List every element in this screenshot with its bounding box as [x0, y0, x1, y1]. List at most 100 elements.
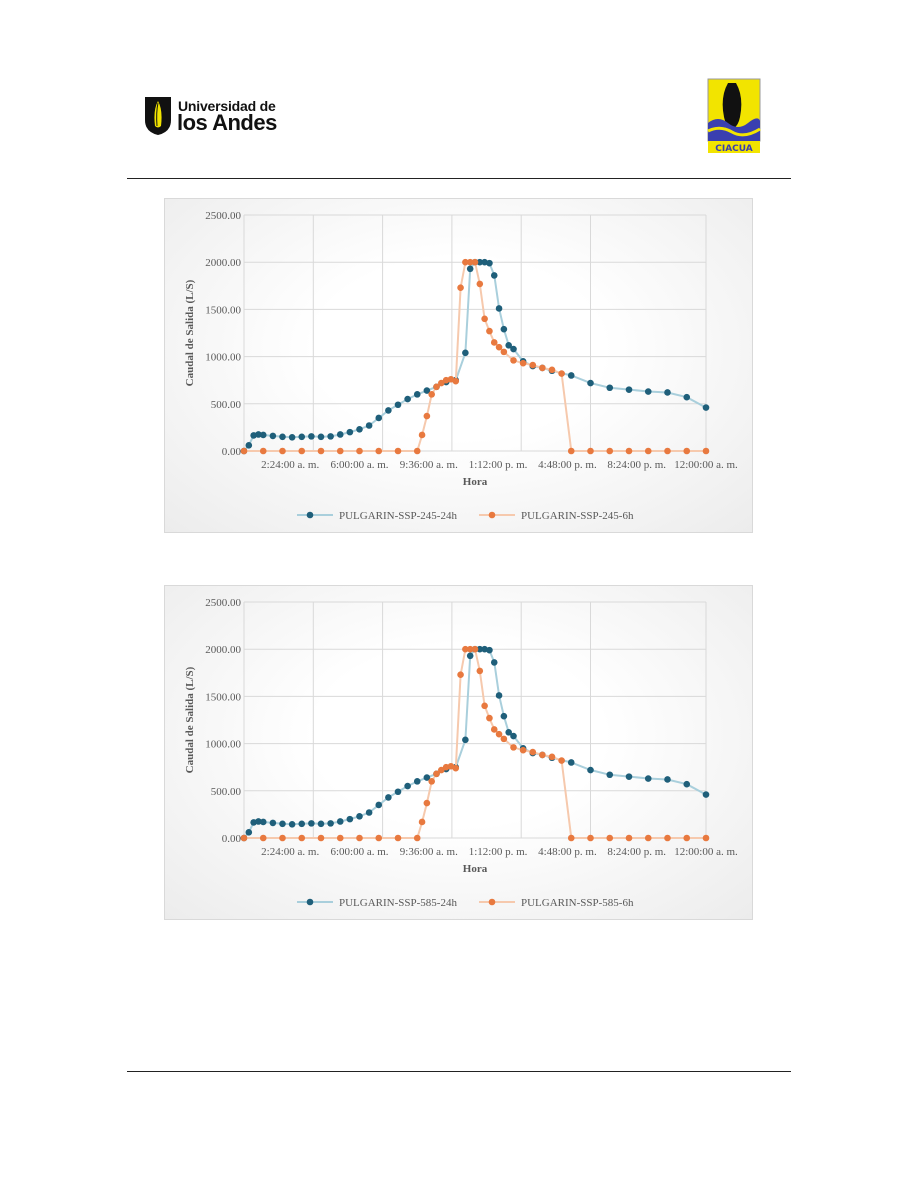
data-point — [438, 766, 445, 774]
data-point — [394, 401, 402, 409]
y-tick-label: 1500.00 — [205, 691, 241, 703]
data-point — [279, 447, 286, 455]
data-point — [462, 645, 469, 653]
chart-1-svg: 0.00 500.00 1000.00 1500.00 2000.00 2500.00 2:… — [184, 210, 738, 522]
data-point — [490, 339, 498, 346]
data-point — [245, 442, 253, 449]
data-point — [702, 791, 710, 798]
data-point — [606, 834, 614, 842]
data-point — [495, 692, 503, 699]
x-tick-label: 8:24:00 p. m. — [607, 459, 666, 471]
ciacua-logo: CIACUA — [706, 77, 762, 155]
data-point — [625, 834, 633, 842]
data-point — [481, 702, 488, 710]
data-point — [625, 447, 633, 455]
data-point — [269, 819, 277, 827]
x-tick-label: 6:00:00 a. m. — [330, 846, 388, 858]
data-point — [490, 272, 498, 279]
y-tick-label: 1000.00 — [205, 739, 241, 751]
data-point — [462, 258, 469, 266]
data-point — [500, 712, 508, 720]
x-tick-label: 2:24:00 a. m. — [261, 459, 319, 471]
data-point — [418, 818, 426, 826]
y-tick-label: 2000.00 — [205, 644, 241, 656]
data-point — [269, 432, 277, 440]
data-point — [476, 258, 484, 266]
y-tick-label: 500.00 — [211, 786, 242, 798]
data-point — [452, 377, 460, 385]
data-point — [625, 773, 633, 780]
data-point — [327, 820, 334, 827]
data-point — [438, 379, 445, 387]
data-point — [346, 815, 354, 823]
data-point — [471, 258, 479, 266]
x-tick-label: 4:48:00 p. m. — [538, 846, 597, 858]
data-point — [365, 809, 373, 816]
x-tick-label: 1:12:00 p. m. — [469, 459, 528, 471]
x-axis-title: Hora — [463, 476, 488, 488]
data-point — [365, 422, 373, 429]
data-point — [336, 834, 344, 842]
data-point — [495, 730, 503, 738]
data-point — [288, 821, 296, 828]
data-point — [327, 433, 334, 440]
data-point — [587, 834, 594, 842]
data-point — [462, 349, 469, 357]
data-point — [336, 818, 344, 825]
data-point — [567, 447, 575, 455]
legend-marker-1 — [306, 898, 314, 906]
data-point — [308, 433, 315, 440]
data-point — [462, 736, 469, 744]
data-point — [567, 834, 575, 842]
data-point — [481, 315, 488, 323]
data-point — [259, 431, 267, 439]
data-point — [664, 447, 671, 455]
data-point — [394, 447, 402, 455]
data-point — [476, 645, 484, 653]
data-point — [288, 434, 296, 441]
data-point — [433, 770, 440, 778]
data-point — [476, 280, 484, 288]
legend-marker-2 — [488, 511, 496, 519]
data-point — [644, 775, 652, 782]
data-point — [317, 820, 325, 828]
data-point — [466, 645, 474, 653]
data-point — [375, 447, 383, 455]
chart-2-svg: 0.00 500.00 1000.00 1500.00 2000.00 2500.00 2:… — [184, 597, 738, 909]
data-point — [428, 778, 435, 785]
data-point — [259, 447, 267, 455]
y-tick-label: 2500.00 — [205, 597, 241, 609]
data-point — [529, 748, 537, 756]
data-point — [519, 746, 527, 754]
data-point — [683, 834, 691, 842]
data-point — [567, 372, 575, 379]
data-point — [471, 645, 479, 653]
data-point — [240, 447, 248, 455]
x-tick-label: 1:12:00 p. m. — [469, 846, 528, 858]
legend-label-1: PULGARIN-SSP-245-24h — [339, 510, 457, 522]
data-point — [466, 258, 474, 266]
data-point — [423, 799, 431, 807]
data-point — [644, 834, 652, 842]
y-tick-label: 0.00 — [222, 833, 242, 845]
data-point — [587, 379, 594, 387]
logo-text-line1: Universidad de — [178, 98, 276, 114]
data-point — [259, 818, 267, 826]
data-point — [644, 388, 652, 395]
universidad-de-los-andes-logo: Universidad de los Andes — [143, 96, 278, 136]
data-point — [259, 834, 267, 842]
data-point — [486, 646, 493, 654]
data-point — [486, 259, 493, 267]
y-tick-label: 1000.00 — [205, 352, 241, 364]
legend-label-1: PULGARIN-SSP-585-24h — [339, 897, 457, 909]
data-point — [298, 447, 306, 455]
data-point — [490, 726, 498, 733]
data-point — [664, 776, 671, 783]
data-point — [510, 357, 517, 364]
data-point — [356, 834, 363, 842]
y-tick-label: 500.00 — [211, 399, 242, 411]
data-point — [606, 447, 614, 455]
data-point — [346, 428, 354, 436]
data-point — [664, 834, 671, 842]
data-point — [423, 774, 431, 781]
